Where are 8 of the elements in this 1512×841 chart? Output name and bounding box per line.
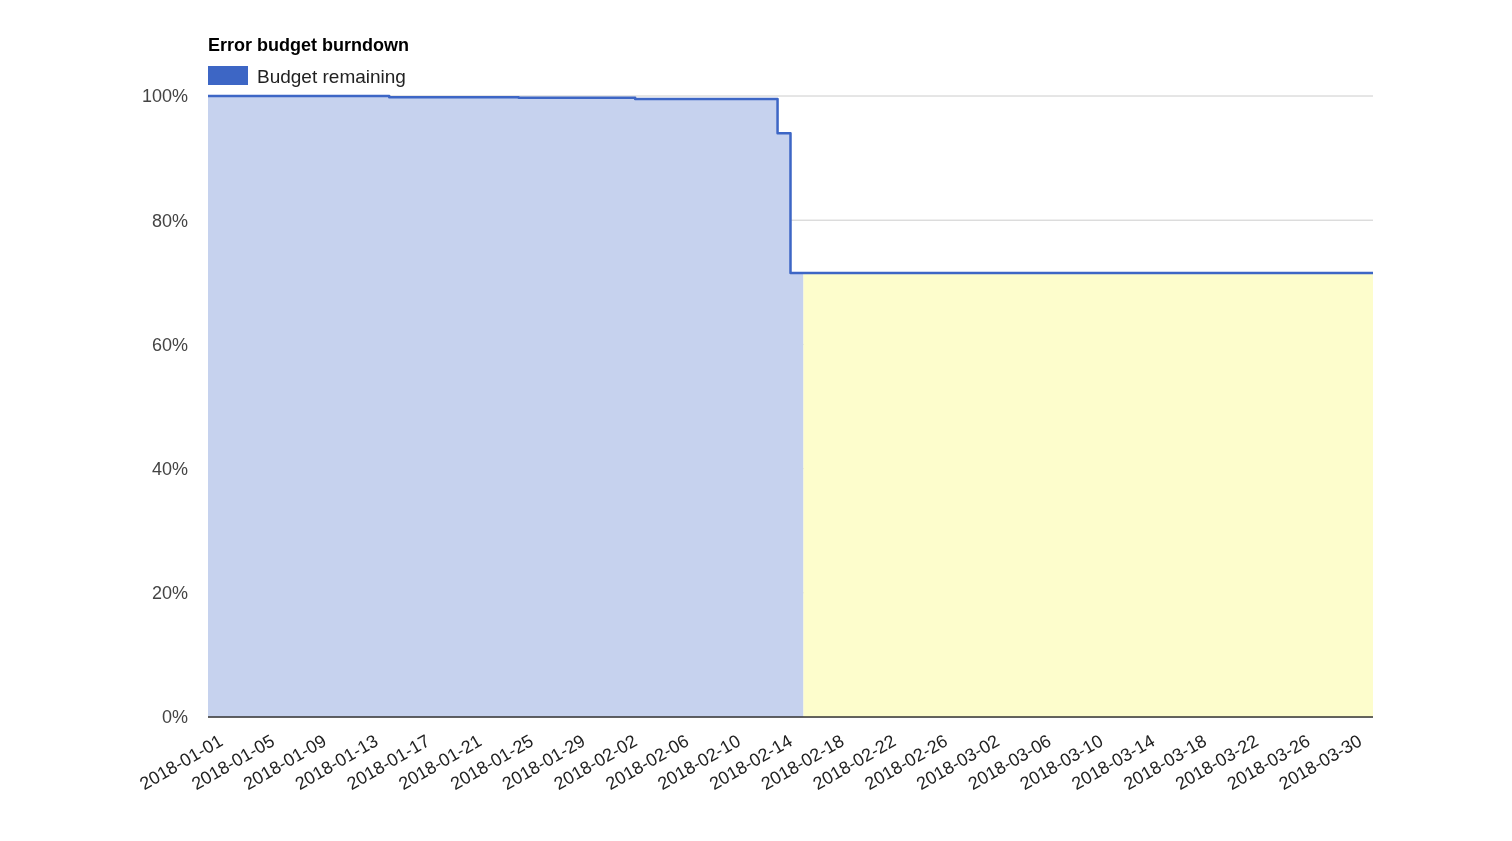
chart-title: Error budget burndown xyxy=(208,35,409,55)
y-tick-label: 40% xyxy=(151,458,188,479)
legend-label: Budget remaining xyxy=(257,65,406,87)
y-tick-label: 0% xyxy=(161,707,188,728)
y-tick-label: 100% xyxy=(141,86,188,107)
y-tick-label: 20% xyxy=(151,583,188,604)
y-tick-label: 60% xyxy=(151,334,188,355)
y-tick-label: 80% xyxy=(151,210,188,231)
